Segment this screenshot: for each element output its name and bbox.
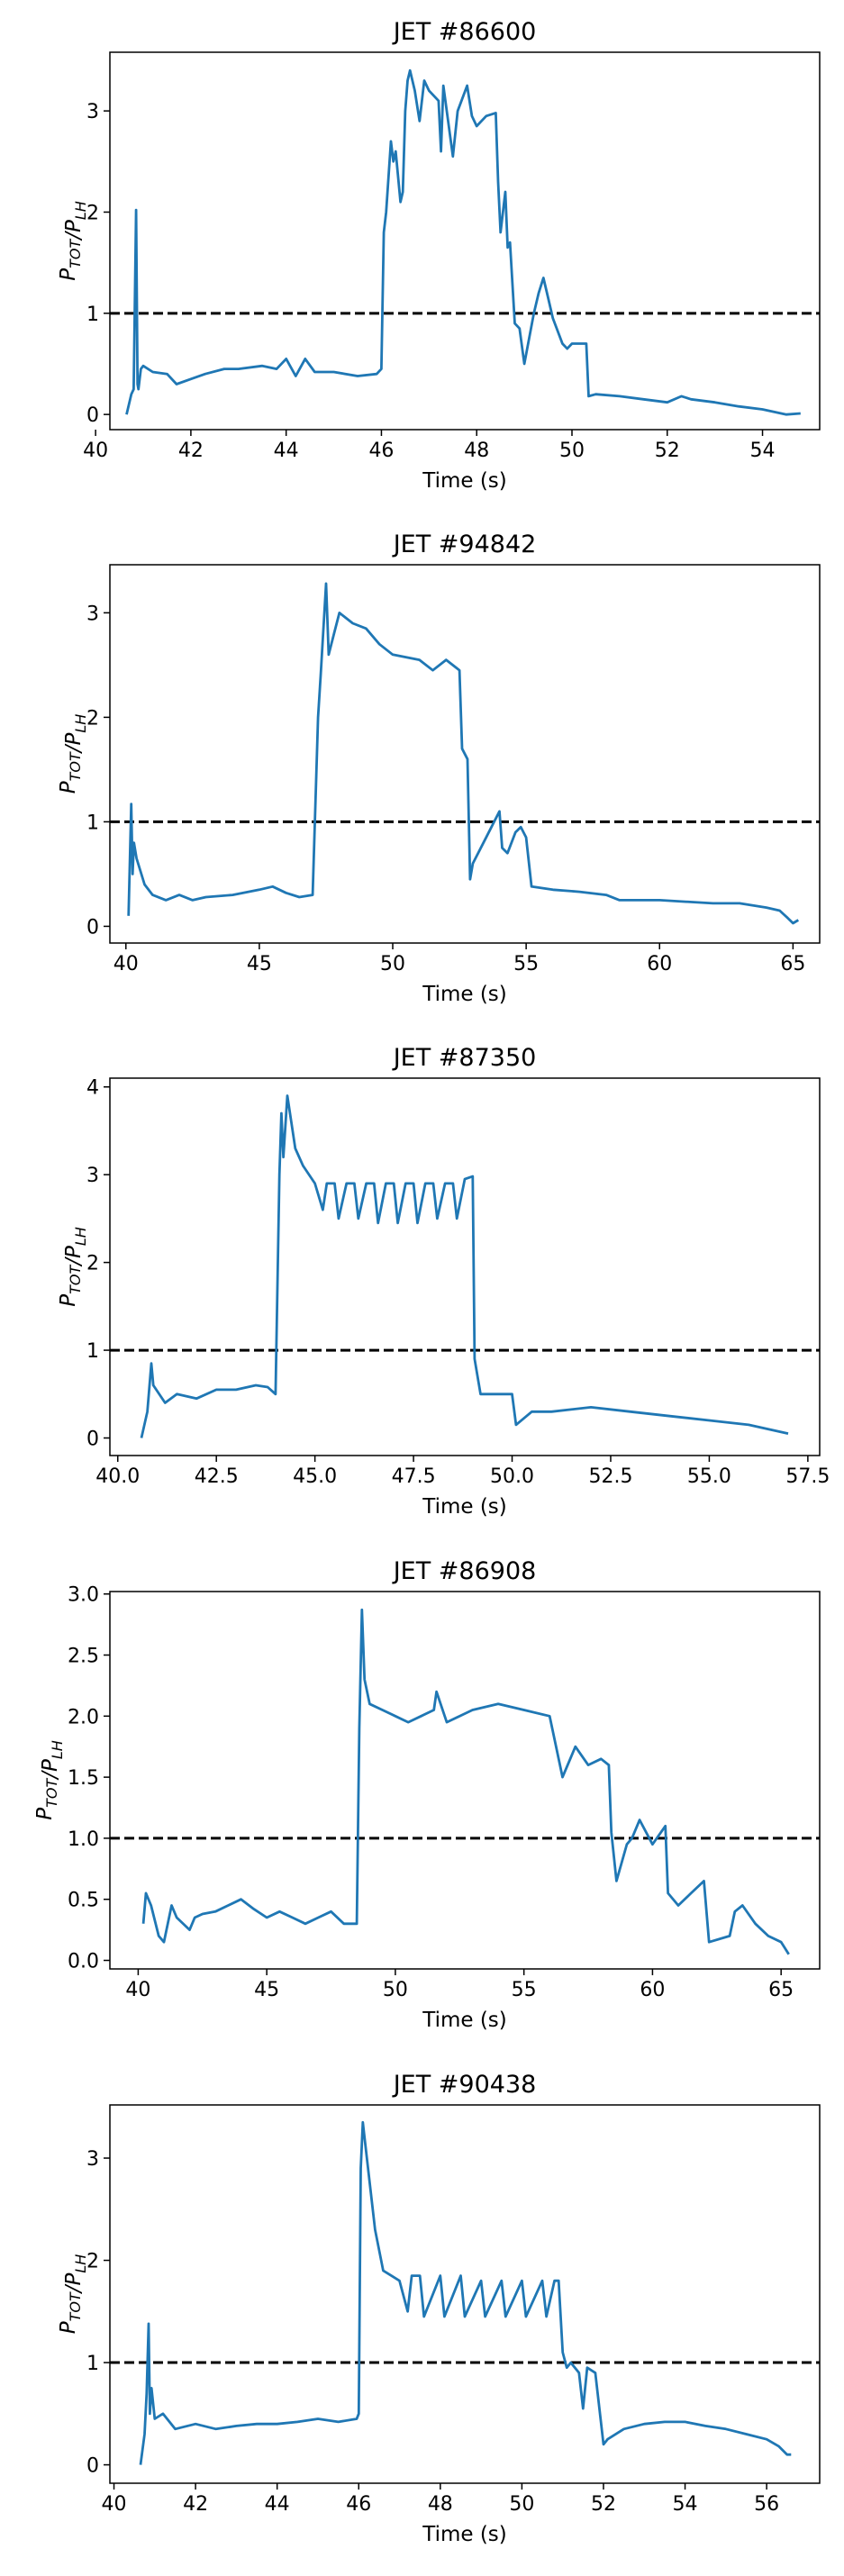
x-tick-label: 48	[464, 440, 489, 462]
x-tick-label: 47.5	[392, 1465, 436, 1488]
y-tick-label: 2	[86, 1253, 99, 1275]
x-tick-label: 45.0	[293, 1465, 337, 1488]
chart-title: JET #90438	[392, 2071, 537, 2099]
data-series-line	[140, 1094, 789, 1438]
x-tick-label: 45	[247, 953, 272, 975]
plot-frame	[109, 1077, 821, 1456]
y-tick-label: 3	[86, 1165, 99, 1187]
plot-frame	[109, 2104, 821, 2484]
x-axis-label: Time (s)	[422, 983, 507, 1006]
x-tick-label: 52.5	[588, 1465, 632, 1488]
y-tick-label: 0.5	[68, 1890, 99, 1912]
x-tick-label: 42	[178, 440, 204, 462]
x-tick-label: 46	[368, 440, 394, 462]
x-tick-label: 42	[183, 2493, 208, 2516]
x-tick-label: 50	[383, 1979, 408, 2001]
x-tick-label: 50	[380, 953, 405, 975]
x-tick-label: 52	[655, 440, 680, 462]
x-axis-label: Time (s)	[422, 2009, 507, 2032]
x-tick-label: 55.0	[687, 1465, 731, 1488]
x-tick-label: 54	[673, 2493, 698, 2516]
data-series-line	[127, 582, 800, 925]
y-tick-label: 0.0	[68, 1951, 99, 1973]
y-axis-label: PTOT/PLH	[57, 1227, 89, 1307]
chart-panel-5: JET #90438 40 42 44 46 48 50 52 54 56 0 1 2 3 Time (s)…	[57, 2071, 821, 2546]
y-tick-label: 3	[86, 603, 99, 625]
plot-frame	[109, 564, 821, 944]
x-tick-label: 54	[750, 440, 776, 462]
x-tick-label: 40.0	[95, 1465, 140, 1488]
y-tick-label: 1	[86, 304, 99, 326]
y-tick-label: 1	[86, 1340, 99, 1363]
chart-panel-3: JET #87350 40.0 42.5 45.0 47.5 50.0 52.5 55.0 57…	[57, 1044, 830, 1519]
x-axis-label: Time (s)	[422, 2523, 507, 2546]
x-tick-label: 50.0	[490, 1465, 534, 1488]
x-axis-label: Time (s)	[422, 1495, 507, 1519]
y-tick-label: 0	[86, 1429, 99, 1451]
x-tick-label: 52	[591, 2493, 616, 2516]
y-axis-label: PTOT/PLH	[57, 2254, 89, 2335]
chart-panel-2: JET #94842 40 45 50 55 60 65 0 1 2 3 Time (s) PTOT/P…	[57, 531, 821, 1006]
x-tick-label: 40	[125, 1979, 150, 2001]
y-tick-label: 1.0	[68, 1828, 99, 1851]
x-tick-label: 44	[265, 2493, 290, 2516]
y-tick-label: 2	[86, 2251, 99, 2273]
y-tick-label: 4	[86, 1077, 99, 1100]
y-tick-label: 0	[86, 404, 99, 427]
y-tick-label: 1.5	[68, 1767, 99, 1790]
x-tick-label: 48	[428, 2493, 453, 2516]
x-tick-label: 65	[780, 953, 805, 975]
y-tick-label: 2	[86, 202, 99, 224]
plot-frame	[109, 51, 821, 431]
x-tick-label: 44	[274, 440, 299, 462]
data-series-line	[125, 68, 801, 416]
y-tick-label: 1	[86, 2353, 99, 2375]
x-tick-label: 40	[83, 440, 108, 462]
chart-panel-4: JET #86908 40 45 50 55 60 65 0.0 0.5 1.0 1.5 2.0 2.5…	[33, 1557, 821, 2032]
chart-title: JET #87350	[392, 1044, 537, 1072]
x-tick-label: 60	[640, 1979, 665, 2001]
y-tick-label: 3	[86, 2148, 99, 2171]
y-tick-label: 2.5	[68, 1646, 99, 1668]
chart-title: JET #86908	[392, 1557, 537, 1585]
y-axis-label: PTOT/PLH	[33, 1740, 66, 1820]
x-tick-label: 65	[768, 1979, 794, 2001]
x-tick-label: 50	[559, 440, 585, 462]
x-tick-label: 60	[647, 953, 672, 975]
data-series-line	[141, 1608, 790, 1955]
plot-frame	[109, 1591, 821, 1970]
x-tick-label: 46	[346, 2493, 371, 2516]
x-tick-label: 42.5	[195, 1465, 239, 1488]
y-tick-label: 0	[86, 2455, 99, 2478]
y-axis-label: PTOT/PLH	[57, 714, 89, 794]
y-tick-label: 3.0	[68, 1584, 99, 1607]
chart-panel-1: JET #86600 40 42 44 46 48 50 52 54 0 1 2 3 Time (s) PT…	[57, 18, 821, 493]
x-tick-label: 55	[513, 953, 539, 975]
x-tick-label: 55	[512, 1979, 537, 2001]
x-tick-label: 50	[509, 2493, 534, 2516]
x-tick-label: 57.5	[785, 1465, 830, 1488]
chart-title: JET #94842	[392, 531, 537, 558]
y-tick-label: 0	[86, 916, 99, 939]
x-tick-label: 40	[113, 953, 139, 975]
y-tick-label: 3	[86, 101, 99, 123]
y-tick-label: 1	[86, 812, 99, 834]
chart-title: JET #86600	[392, 18, 537, 46]
data-series-line	[139, 2120, 792, 2465]
x-axis-label: Time (s)	[422, 469, 507, 493]
x-tick-label: 56	[754, 2493, 779, 2516]
x-tick-label: 40	[102, 2493, 127, 2516]
x-tick-label: 45	[254, 1979, 279, 2001]
y-tick-label: 2.0	[68, 1706, 99, 1728]
y-tick-label: 2	[86, 707, 99, 730]
y-axis-label: PTOT/PLH	[57, 201, 89, 281]
